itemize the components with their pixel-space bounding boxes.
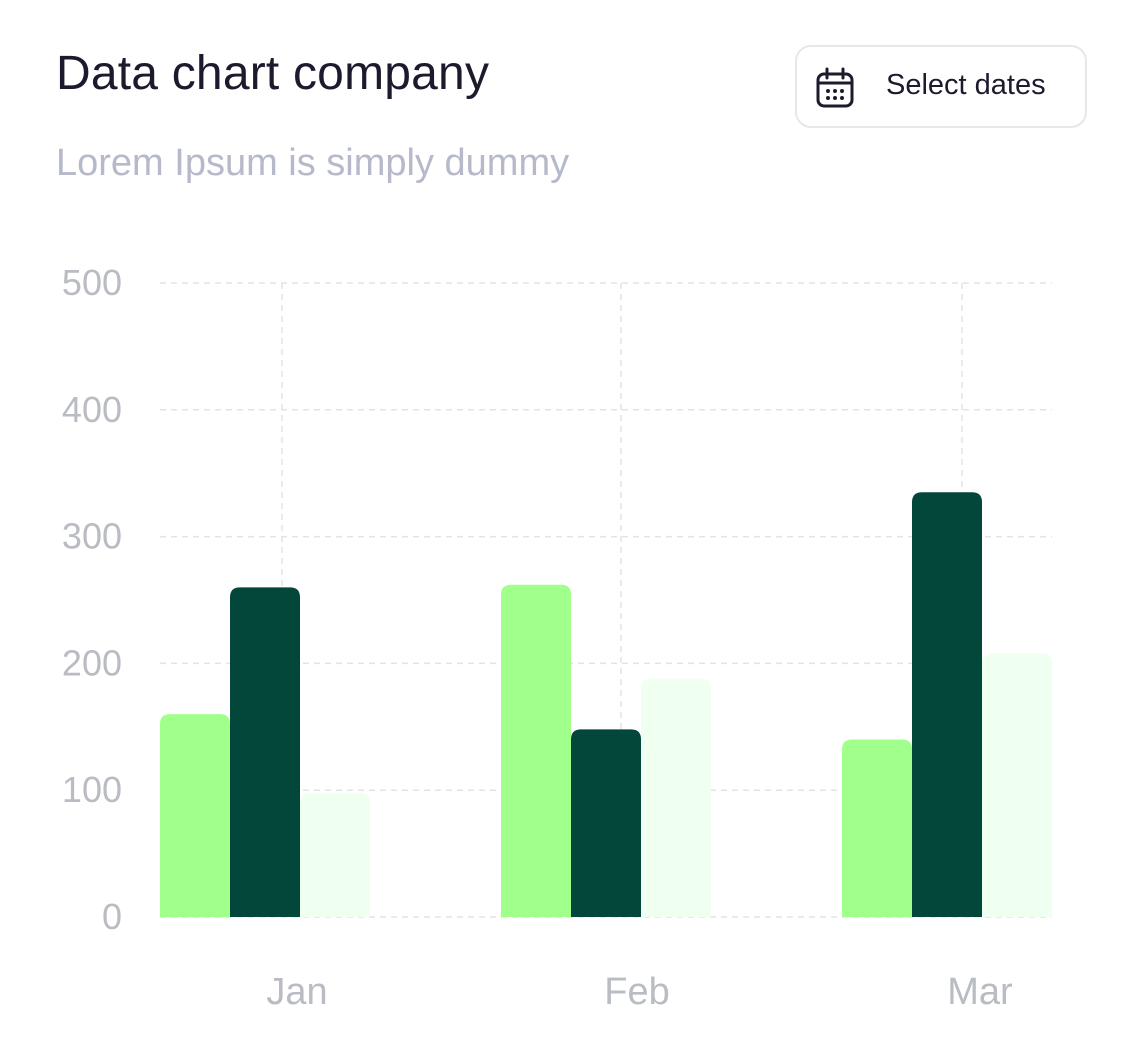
chart-title: Data chart company [56,47,490,100]
x-tick-label-jan: Jan [266,971,327,1013]
y-tick-label-300: 300 [62,516,122,557]
y-tick-label-100: 100 [62,769,122,810]
bar-mar-series-3 [982,653,1052,917]
bar-feb-series-3 [641,678,711,917]
bar-jan-series-1 [160,714,230,917]
bar-jan-series-3 [300,792,370,917]
bar-feb-series-1 [501,584,571,917]
chart-subtitle: Lorem Ipsum is simply dummy [56,142,570,184]
bar-jan-series-2 [230,587,300,917]
bar-mar-series-1 [842,739,912,917]
x-tick-label-mar: Mar [947,971,1013,1013]
select-dates-button[interactable]: Select dates [795,45,1087,128]
y-tick-label-200: 200 [62,642,122,683]
y-tick-label-500: 500 [62,262,122,303]
bar-mar-series-2 [912,492,982,917]
x-tick-label-feb: Feb [604,971,669,1013]
calendar-icon [815,67,855,109]
y-tick-label-400: 400 [62,389,122,430]
bar-feb-series-2 [571,729,641,917]
y-tick-label-0: 0 [102,896,122,937]
select-dates-label: Select dates [886,69,1046,101]
